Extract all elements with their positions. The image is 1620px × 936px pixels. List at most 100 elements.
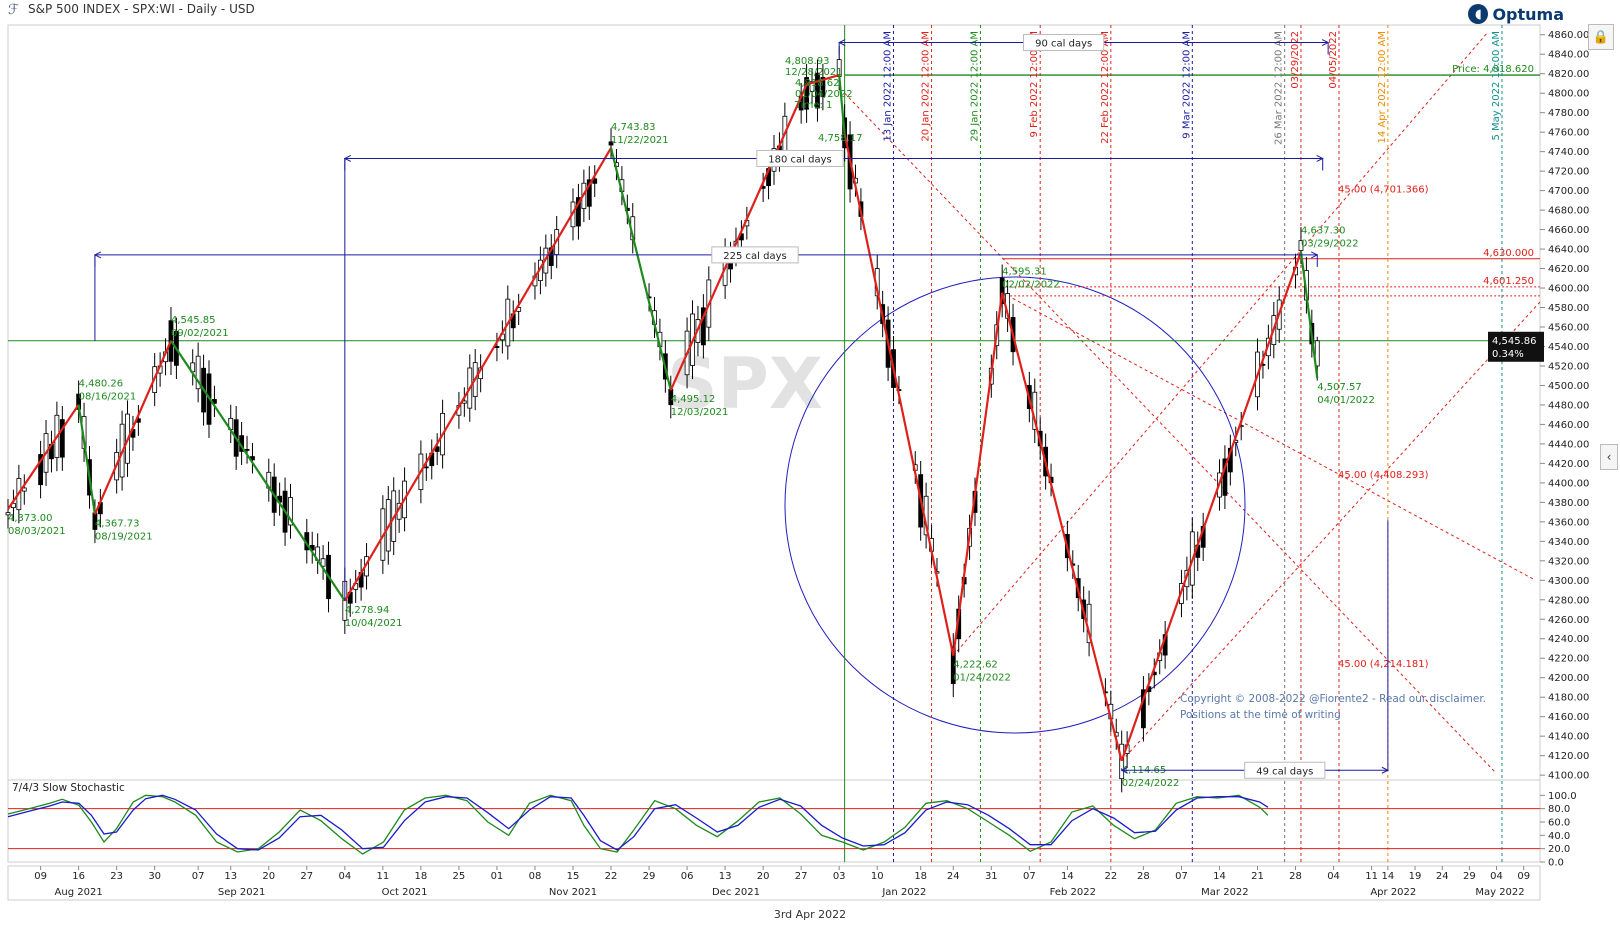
swing-date-label: 04/01/2022 bbox=[1317, 395, 1375, 406]
swing-price-label: 4,507.57 bbox=[1317, 382, 1362, 393]
x-day-label: 18 bbox=[415, 871, 428, 882]
x-day-label: 20 bbox=[757, 871, 770, 882]
y-tick-label: 4680.00 bbox=[1548, 206, 1589, 217]
stoch-d-line bbox=[7, 794, 1269, 851]
swing-line bbox=[1299, 251, 1319, 379]
y-tick-label: 4180.00 bbox=[1548, 693, 1589, 704]
x-day-label: 27 bbox=[300, 871, 313, 882]
top-annotation-line: 12/28/2021 bbox=[785, 67, 843, 78]
cal-days-label: 180 cal days bbox=[768, 154, 831, 165]
candle-body bbox=[244, 449, 250, 451]
stochastic-title: 7/4/3 Slow Stochastic bbox=[12, 782, 125, 794]
x-month-label: Feb 2022 bbox=[1050, 887, 1096, 898]
stoch-y-label: 0.0 bbox=[1548, 858, 1564, 869]
x-day-label: 28 bbox=[1289, 871, 1302, 882]
top-annotation-line: 4,808.93 bbox=[785, 56, 830, 67]
candle-body bbox=[820, 77, 826, 98]
price-level-label: 4,630.000 bbox=[1483, 248, 1534, 259]
x-month-label: Nov 2021 bbox=[549, 887, 597, 898]
x-day-label: 11 bbox=[376, 871, 389, 882]
y-tick-label: 4800.00 bbox=[1548, 89, 1589, 100]
x-day-label: 07 bbox=[1023, 871, 1036, 882]
top-annotation-line: Time: 1 bbox=[794, 100, 832, 111]
x-day-label: 21 bbox=[1251, 871, 1264, 882]
cal-days-label: 49 cal days bbox=[1256, 766, 1313, 777]
cal-days-box bbox=[1244, 761, 1326, 779]
vertical-date-label: 14 Apr 2022 12:00 AM bbox=[1377, 31, 1388, 143]
x-day-label: 13 bbox=[719, 871, 732, 882]
candle-body bbox=[1298, 240, 1304, 251]
candle-body bbox=[608, 141, 614, 146]
x-day-label: 16 bbox=[72, 871, 85, 882]
swing-date-label: 02/24/2022 bbox=[1122, 778, 1180, 789]
candle-body bbox=[804, 77, 809, 110]
last-price-tag bbox=[1488, 331, 1544, 362]
vertical-date-label: 04/05/2022 bbox=[1328, 31, 1339, 89]
y-tick-label: 4820.00 bbox=[1548, 69, 1589, 80]
candle-body bbox=[586, 179, 592, 207]
x-day-label: 11 bbox=[1365, 871, 1378, 882]
y-tick-label: 4100.00 bbox=[1548, 771, 1589, 782]
stoch-y-label: 80.0 bbox=[1548, 804, 1570, 815]
y-tick-label: 4860.00 bbox=[1548, 30, 1589, 41]
x-month-label: Oct 2021 bbox=[382, 887, 428, 898]
x-day-label: 07 bbox=[1175, 871, 1188, 882]
x-day-label: 19 bbox=[1409, 871, 1422, 882]
y-tick-label: 4740.00 bbox=[1548, 147, 1589, 158]
candle-body bbox=[423, 466, 429, 469]
y-tick-label: 4280.00 bbox=[1548, 595, 1589, 606]
candle-body bbox=[494, 346, 500, 349]
x-month-label: Dec 2021 bbox=[712, 887, 760, 898]
y-tick-label: 4420.00 bbox=[1548, 459, 1589, 470]
y-tick-label: 4620.00 bbox=[1548, 264, 1589, 275]
candle-body bbox=[809, 81, 815, 92]
x-month-label: Sep 2021 bbox=[218, 887, 265, 898]
swing-line bbox=[1120, 251, 1303, 762]
swing-date-label: 12/03/2021 bbox=[671, 407, 729, 418]
vertical-date-label: 29 Jan 2022 12:00 AM bbox=[969, 31, 980, 142]
stoch-y-label: 60.0 bbox=[1548, 818, 1570, 829]
y-tick-label: 4320.00 bbox=[1548, 556, 1589, 567]
y-tick-label: 4120.00 bbox=[1548, 751, 1589, 762]
x-day-label: 10 bbox=[871, 871, 884, 882]
gann-angle-label: 45.00 (4,408.293) bbox=[1338, 470, 1429, 481]
y-tick-label: 4520.00 bbox=[1548, 361, 1589, 372]
lock-icon[interactable]: 🔒 bbox=[1588, 24, 1614, 50]
x-day-label: 09 bbox=[1517, 871, 1530, 882]
x-day-label: 15 bbox=[567, 871, 580, 882]
stoch-y-label: 20.0 bbox=[1548, 844, 1570, 855]
swing-date-label: 03/29/2022 bbox=[1301, 239, 1359, 250]
y-tick-label: 4560.00 bbox=[1548, 323, 1589, 334]
y-tick-label: 4220.00 bbox=[1548, 654, 1589, 665]
x-day-label: 25 bbox=[453, 871, 466, 882]
x-month-label: May 2022 bbox=[1475, 887, 1524, 898]
swing-line bbox=[952, 292, 1004, 656]
vertical-date-label: 20 Jan 2022 12:00 AM bbox=[921, 31, 932, 142]
y-tick-label: 4760.00 bbox=[1548, 128, 1589, 139]
x-month-label: Apr 2022 bbox=[1370, 887, 1416, 898]
x-day-label: 09 bbox=[34, 871, 47, 882]
y-tick-label: 4540.00 bbox=[1548, 342, 1589, 353]
x-day-label: 13 bbox=[224, 871, 237, 882]
candle-body bbox=[999, 277, 1005, 305]
swing-date-label: 08/16/2021 bbox=[79, 392, 137, 403]
y-tick-label: 4240.00 bbox=[1548, 634, 1589, 645]
chevron-left-icon[interactable]: ‹ bbox=[1600, 444, 1618, 470]
gann-angle-label: 45.00 (4,214.181) bbox=[1338, 659, 1429, 670]
top-annotation-line: 01/04/2022 bbox=[795, 89, 853, 100]
x-day-label: 04 bbox=[1490, 871, 1503, 882]
app-icon[interactable]: ℱ bbox=[8, 2, 20, 18]
gann-fan-line bbox=[1121, 301, 1541, 762]
top-annotation-small: 4,758.17 bbox=[818, 133, 863, 144]
candle-body bbox=[1141, 689, 1146, 729]
y-tick-label: 4140.00 bbox=[1548, 732, 1589, 743]
x-month-label: Aug 2021 bbox=[55, 887, 103, 898]
swing-price-label: 4,278.94 bbox=[345, 605, 390, 616]
y-tick-label: 4360.00 bbox=[1548, 517, 1589, 528]
stoch-y-label: 100.0 bbox=[1548, 791, 1577, 802]
swing-line bbox=[170, 340, 346, 602]
optuma-logo-icon: ◖ bbox=[1468, 4, 1489, 24]
candle-body bbox=[195, 355, 201, 390]
